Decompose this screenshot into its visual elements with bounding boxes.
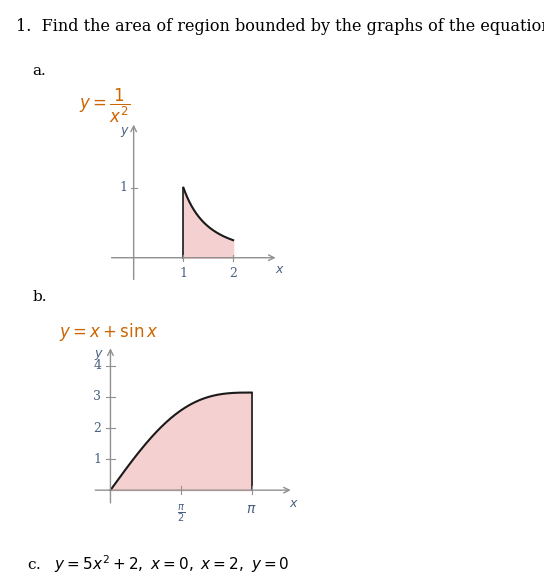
Text: 2: 2	[94, 422, 102, 435]
Text: $\frac{\pi}{2}$: $\frac{\pi}{2}$	[177, 502, 185, 524]
Text: 3: 3	[94, 390, 102, 403]
Text: $x$: $x$	[289, 497, 299, 510]
Text: c.   $y = 5x^2 + 2,\ x = 0,\ x = 2,\ y = 0$: c. $y = 5x^2 + 2,\ x = 0,\ x = 2,\ y = 0…	[27, 554, 289, 575]
Text: $y$: $y$	[94, 349, 104, 362]
Text: 1: 1	[94, 453, 102, 466]
Text: 1: 1	[120, 181, 128, 194]
Text: 4: 4	[94, 359, 102, 372]
Text: $y = \dfrac{1}{x^2}$: $y = \dfrac{1}{x^2}$	[79, 86, 130, 125]
Text: 1: 1	[180, 267, 187, 280]
Text: $y = x + \sin x$: $y = x + \sin x$	[59, 321, 158, 343]
Text: b.: b.	[33, 290, 47, 304]
Text: 2: 2	[229, 267, 237, 280]
Text: $\pi$: $\pi$	[246, 502, 257, 516]
Text: $y$: $y$	[120, 125, 129, 139]
Text: 1.  Find the area of region bounded by the graphs of the equations.: 1. Find the area of region bounded by th…	[16, 18, 544, 35]
Text: $x$: $x$	[275, 263, 285, 276]
Text: a.: a.	[33, 64, 46, 78]
